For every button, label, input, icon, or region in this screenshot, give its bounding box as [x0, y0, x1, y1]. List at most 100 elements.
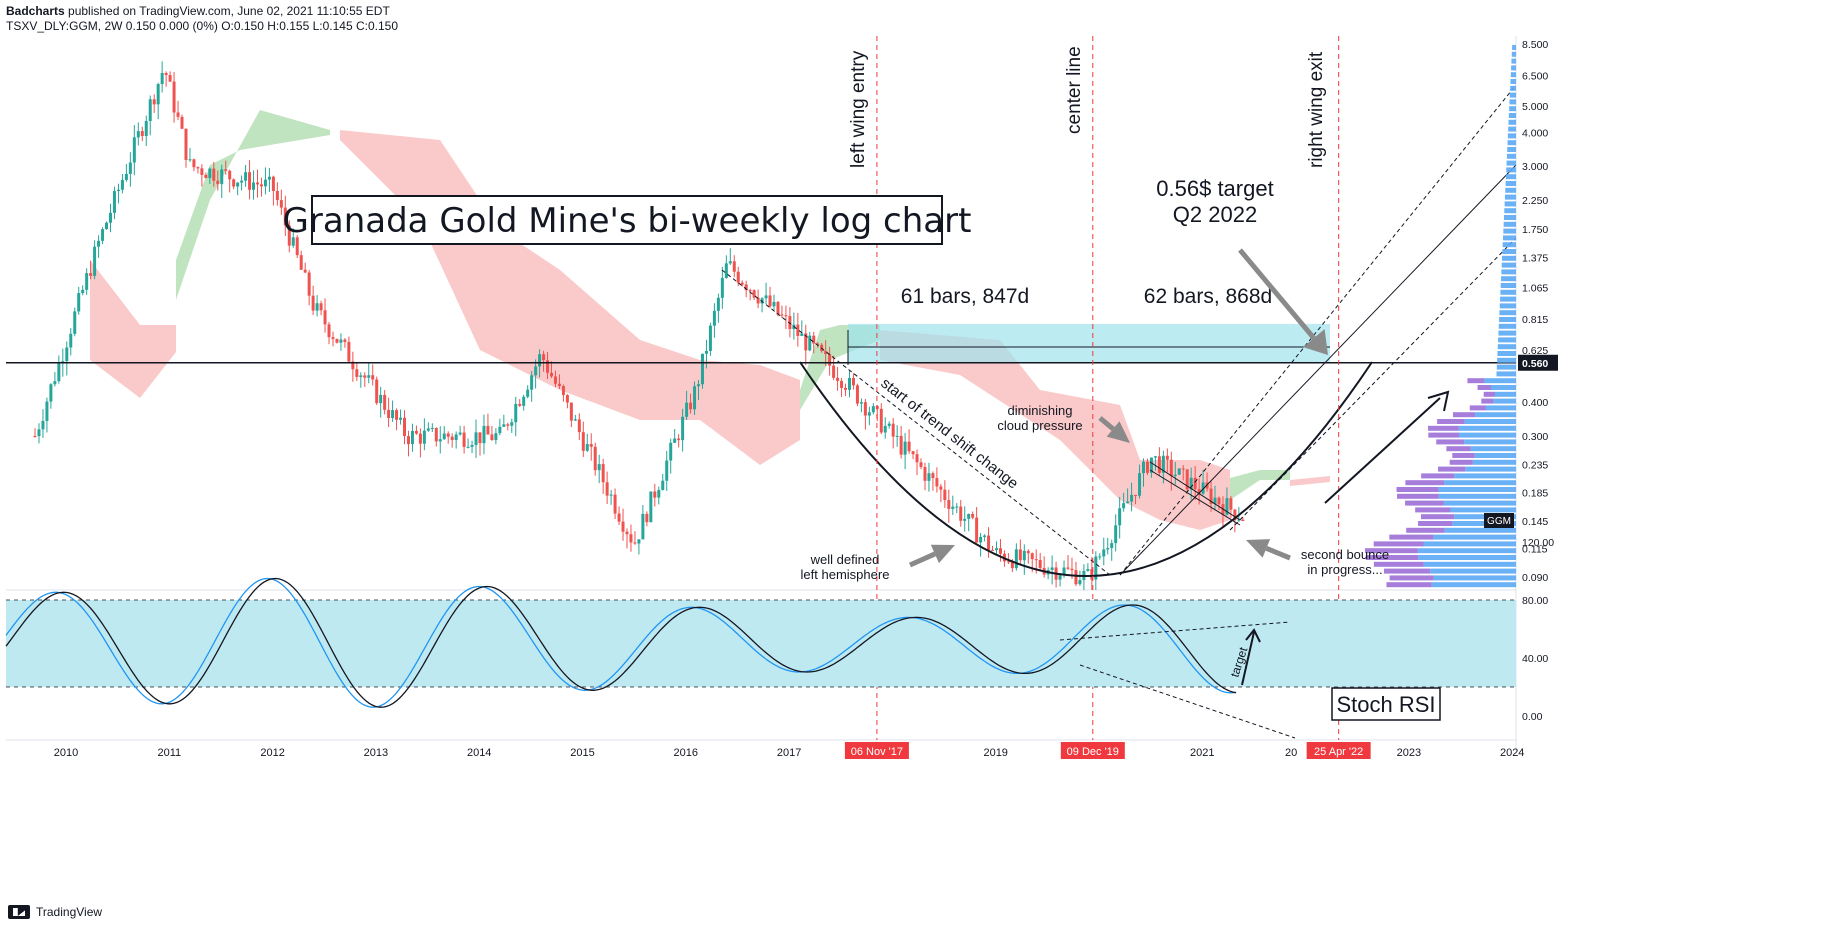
volume-bar [1437, 466, 1466, 472]
candle-body [426, 428, 430, 431]
footer-brand[interactable]: TradingView [36, 905, 103, 919]
candle-body [772, 301, 776, 307]
price-axis-label: 8.500 [1522, 39, 1548, 51]
volume-bar [1504, 194, 1516, 200]
candle-body [1225, 498, 1229, 515]
volume-bar [1386, 582, 1432, 588]
candle-body [160, 73, 164, 85]
candle-body [589, 444, 593, 447]
candle-body [883, 425, 887, 433]
volume-bar [1500, 289, 1516, 295]
candle-body [311, 295, 315, 311]
target-zone-box [848, 323, 1330, 363]
candle-body [824, 351, 828, 355]
candle-body [319, 303, 323, 311]
candle-body [557, 383, 561, 386]
volume-bar [1430, 568, 1516, 574]
candle-body [252, 182, 256, 190]
candle-body [502, 424, 506, 427]
candle-body [1098, 556, 1102, 558]
candle-body [546, 360, 550, 373]
published-info: published on TradingView.com, June 02, 2… [64, 4, 390, 18]
candle-body [629, 534, 633, 543]
candle-body [283, 207, 287, 226]
candle-body [379, 394, 383, 404]
candle-body [375, 379, 379, 404]
candle-body [605, 482, 609, 496]
candle-body [81, 289, 85, 294]
stoch-lower-trend [1079, 664, 1296, 739]
candle-body [871, 406, 875, 413]
candle-body [887, 423, 891, 426]
volume-bar [1436, 439, 1465, 445]
candle-body [828, 354, 832, 366]
candle-body [180, 116, 184, 129]
left-hemisphere-arrow-head [930, 544, 955, 564]
candle-body [565, 395, 569, 403]
candle-body [275, 190, 279, 201]
time-axis-label: 2017 [777, 747, 801, 759]
candle-body [840, 380, 844, 388]
publisher-name[interactable]: Badcharts [6, 4, 65, 18]
time-axis-label: 2015 [570, 747, 594, 759]
candle-body [89, 273, 93, 276]
candle-body [410, 430, 414, 445]
candle-body [633, 542, 637, 544]
candle-body [1217, 497, 1221, 505]
candle-body [1062, 567, 1066, 576]
time-axis-label: 2013 [364, 747, 388, 759]
volume-bar [1418, 521, 1453, 526]
candle-body [1018, 549, 1022, 561]
candle-body [108, 212, 112, 223]
candle-body [621, 521, 625, 532]
price-axis-label: 1.375 [1522, 252, 1548, 264]
candle-body [1058, 575, 1062, 580]
candle-body [124, 173, 128, 180]
candle-body [136, 131, 140, 138]
volume-bar [1501, 276, 1516, 282]
volume-bar [1507, 140, 1516, 146]
stoch-upper-trend [1059, 621, 1291, 641]
candle-body [907, 441, 911, 452]
candle-body [351, 361, 355, 370]
candle-body [45, 401, 49, 421]
candle-body [1229, 498, 1233, 510]
volume-bar [1495, 391, 1516, 397]
volume-bar [1506, 153, 1516, 159]
candle-body [895, 435, 899, 437]
volume-bar [1493, 398, 1516, 404]
time-axis-label-partial: 20 [1285, 747, 1297, 759]
candle-body [1149, 457, 1153, 473]
candle-body [132, 137, 136, 163]
candle-body [1153, 456, 1157, 458]
candle-body [844, 387, 848, 390]
candle-body [963, 518, 967, 521]
cloud-segment [1290, 476, 1330, 486]
volume-bar [1502, 255, 1516, 261]
current-price-label: 0.560 [1522, 358, 1548, 370]
diminishing-arrow-shaft [1098, 416, 1115, 431]
candle-body [343, 339, 347, 342]
candle-body [1213, 497, 1217, 504]
time-axis-label: 2023 [1397, 747, 1421, 759]
candle-body [144, 120, 148, 137]
candle-body [955, 506, 959, 508]
candle-body [1189, 477, 1193, 490]
volume-bar [1501, 269, 1516, 275]
price-axis-label: 6.500 [1522, 70, 1548, 82]
candle-body [37, 429, 41, 437]
candle-body [1006, 561, 1010, 563]
candle-body [1197, 489, 1201, 494]
volume-bar [1465, 466, 1516, 472]
candle-body [728, 261, 732, 264]
candle-body [685, 402, 689, 417]
candle-body [1022, 550, 1026, 561]
candle-body [406, 436, 410, 445]
volume-bar [1464, 419, 1516, 424]
volume-bar [1507, 133, 1516, 139]
price-axis-label: 3.000 [1522, 161, 1548, 173]
candle-body [1241, 519, 1245, 522]
volume-bar [1406, 527, 1445, 533]
candle-body [967, 513, 971, 519]
